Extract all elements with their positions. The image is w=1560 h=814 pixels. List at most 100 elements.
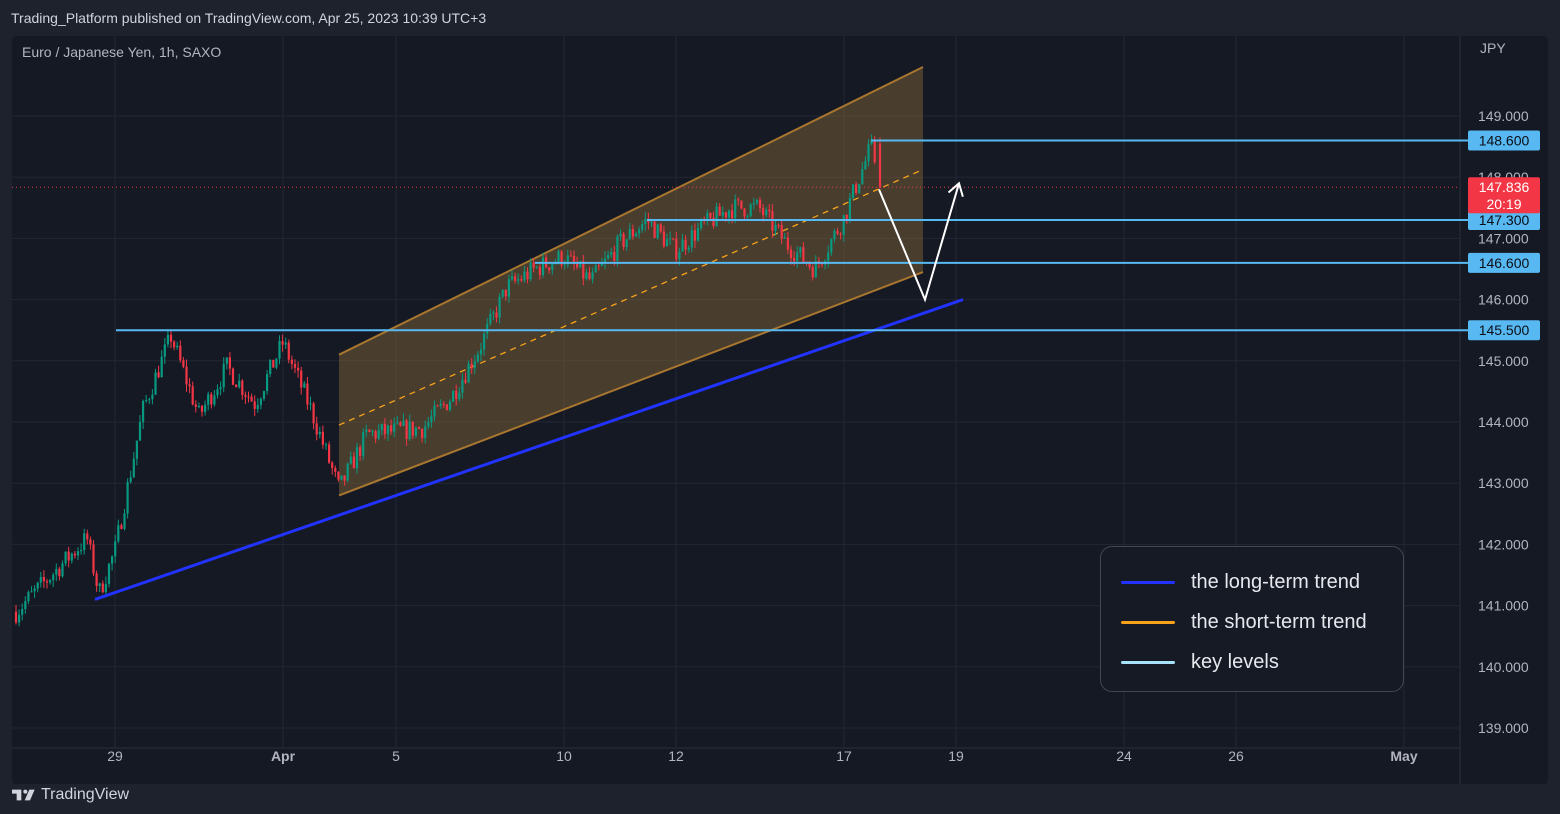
legend-item-long-term: the long-term trend (1121, 569, 1360, 595)
candle-body (262, 391, 266, 399)
candle-body (191, 386, 194, 405)
candle-body (225, 357, 228, 364)
candle-body (61, 563, 64, 577)
candle-body (30, 591, 33, 593)
candle-body (566, 255, 569, 265)
candle-body (638, 229, 641, 234)
candle-body (616, 236, 619, 261)
candle-body (582, 261, 585, 279)
candle-body (349, 456, 352, 464)
candle-body (55, 568, 58, 575)
candle-body (352, 456, 355, 469)
candle-body (334, 468, 337, 472)
candle-body (104, 583, 107, 593)
candle-body (266, 374, 269, 392)
last-price-tag (1468, 177, 1540, 214)
candle-body (33, 588, 36, 592)
candle-body (216, 389, 219, 396)
candle-body (650, 221, 653, 223)
candle-body (597, 265, 600, 267)
candle-body (272, 359, 275, 368)
candle-body (374, 431, 377, 439)
projection-arrowhead (947, 181, 964, 198)
x-tick-label: 29 (107, 748, 123, 764)
candle-body (607, 254, 610, 259)
candle-body (173, 341, 176, 348)
candle-body (780, 225, 783, 239)
candle-body (693, 230, 696, 241)
candle-body (76, 551, 80, 556)
candle-body (343, 475, 346, 481)
candle-body (529, 262, 532, 280)
candle-body (70, 553, 73, 561)
candle-body (684, 239, 687, 250)
candle-body (715, 206, 718, 227)
candle-body (67, 551, 70, 561)
candle-body (467, 363, 470, 383)
candle-body (452, 390, 455, 402)
candle-body (576, 263, 579, 268)
candle-body (42, 577, 45, 582)
y-tick-label: 139.000 (1478, 720, 1529, 736)
x-tick-label: May (1390, 748, 1417, 764)
candle-body (802, 247, 805, 262)
candle-body (811, 267, 814, 278)
candle-body (541, 257, 545, 276)
candle-body (380, 423, 383, 431)
candle-body (442, 403, 445, 405)
candle-body (793, 258, 796, 262)
candle-body (390, 425, 393, 432)
candle-body (681, 239, 684, 252)
key-level-label: 146.600 (1479, 255, 1530, 271)
y-tick-label: 140.000 (1478, 659, 1529, 675)
long-term-trend-line (94, 298, 964, 601)
candle-body (39, 577, 42, 583)
candle-body (278, 341, 281, 359)
tradingview-logo[interactable]: TradingView (12, 786, 129, 804)
candle-body (219, 387, 222, 390)
price-chart[interactable]: 149.000148.000147.000146.000145.000144.0… (12, 36, 1548, 784)
candle-body (421, 428, 424, 438)
candle-body (858, 183, 861, 193)
candle-body (687, 247, 690, 250)
candle-body (603, 258, 607, 263)
candle-body (572, 255, 576, 264)
candle-body (142, 400, 145, 422)
candle-body (696, 227, 700, 241)
candle-body (548, 267, 551, 271)
candle-body (538, 266, 541, 276)
candle-body (365, 429, 368, 432)
candle-body (532, 262, 535, 268)
candle-body (58, 568, 61, 577)
candle-body (814, 261, 817, 278)
candle-body (476, 354, 479, 362)
candle-body (83, 533, 86, 551)
y-tick-label: 144.000 (1478, 414, 1529, 430)
candle-body (182, 360, 185, 367)
candle-body (98, 583, 101, 586)
candle-body (436, 405, 439, 407)
candle-body (731, 210, 734, 219)
y-tick-label: 143.000 (1478, 475, 1529, 491)
legend-label-long-term: the long-term trend (1191, 570, 1360, 593)
candle-body (634, 233, 638, 237)
candle-body (483, 333, 486, 350)
candle-body (231, 368, 235, 385)
candle-body (430, 416, 433, 423)
candle-body (613, 251, 616, 261)
candle-body (253, 401, 256, 410)
candle-body (287, 342, 290, 360)
candle-body (111, 556, 114, 564)
candle-body (377, 430, 380, 439)
candle-body (619, 233, 622, 237)
candle-body (783, 237, 786, 239)
candle-body (777, 224, 780, 226)
legend-label-short-term: the short-term trend (1191, 610, 1367, 633)
candle-body (362, 431, 365, 456)
candle-body (359, 447, 362, 456)
candle-body (796, 252, 799, 262)
candle-body (355, 447, 359, 469)
candle-countdown: 20:19 (1486, 196, 1521, 212)
chart-area[interactable]: 149.000 148.000 147.000 146.000 145.000 144.0… (12, 36, 1548, 784)
candle-body (138, 421, 142, 441)
